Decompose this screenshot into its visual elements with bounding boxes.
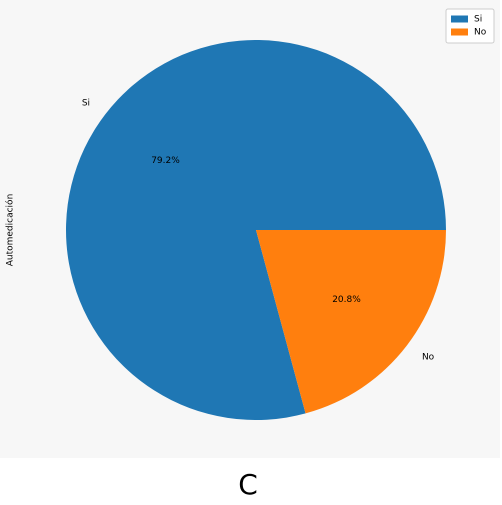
caption: C — [238, 468, 258, 501]
value-label: 79.2% — [151, 156, 180, 166]
legend-label: Si — [474, 15, 482, 25]
y-axis-label: Automedicación — [5, 194, 16, 267]
legend-swatch — [451, 15, 468, 23]
legend-box — [445, 8, 495, 44]
legend-label: No — [474, 28, 487, 38]
pie-slice — [66, 40, 446, 421]
pie-slice — [256, 230, 446, 414]
legend-swatch — [451, 28, 468, 36]
value-label: 20.8% — [332, 295, 361, 305]
slice-label: Si — [82, 98, 90, 108]
slice-label: No — [422, 353, 435, 363]
